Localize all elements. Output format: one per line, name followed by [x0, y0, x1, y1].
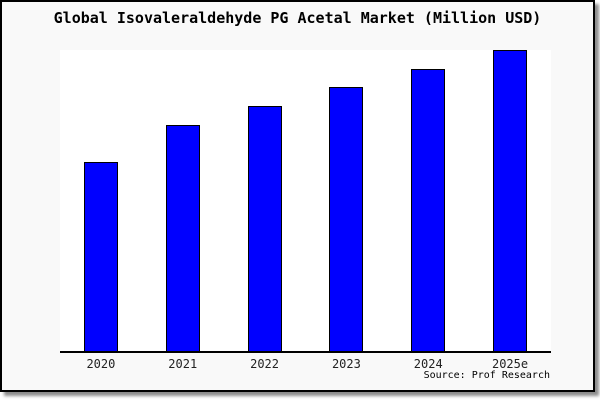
plot-area: [60, 50, 551, 353]
bar-2025e: [493, 50, 528, 351]
bar-2020: [83, 162, 118, 351]
source-note: Source: Prof Research: [423, 370, 550, 381]
bar-2021: [165, 125, 200, 351]
x-tick-label-2023: 2023: [331, 357, 361, 371]
x-tick-label-2024: 2024: [413, 357, 443, 371]
x-tick-label-2021: 2021: [168, 357, 198, 371]
x-tick-label-2025e: 2025e: [491, 357, 529, 371]
x-tick-label-2020: 2020: [86, 357, 116, 371]
x-tick-label-2022: 2022: [250, 357, 280, 371]
chart-title: Global Isovaleraldehyde PG Acetal Market…: [53, 9, 542, 27]
bar-2023: [329, 87, 364, 351]
x-axis-labels: 2020 2021 2022 2023 2024 2025e: [60, 357, 551, 371]
chart-frame: Global Isovaleraldehyde PG Acetal Market…: [0, 0, 595, 392]
bar-2022: [247, 106, 282, 351]
bar-2024: [411, 69, 446, 351]
